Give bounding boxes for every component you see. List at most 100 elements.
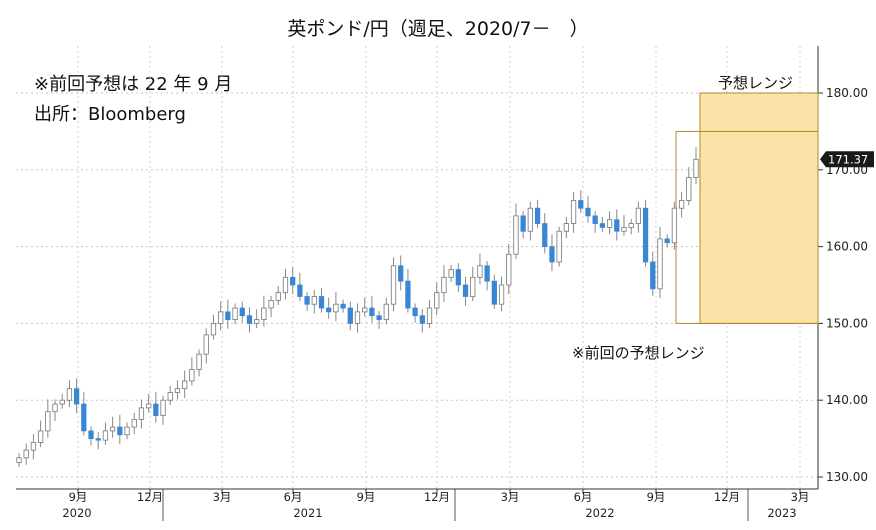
candle-down xyxy=(369,307,375,317)
x-month-label: 6月 xyxy=(574,490,593,504)
candle-up xyxy=(232,307,238,320)
candle-down xyxy=(542,223,548,247)
candle-up xyxy=(678,200,685,209)
candle-up xyxy=(196,353,202,370)
x-month-label: 3月 xyxy=(501,490,520,504)
candle-down xyxy=(347,307,353,324)
candle-up xyxy=(426,307,433,324)
candle-down xyxy=(117,426,123,436)
candle-up xyxy=(254,319,260,324)
candle-up xyxy=(66,388,73,401)
candle-up xyxy=(570,200,577,224)
candle-down xyxy=(614,219,620,232)
candle-down xyxy=(153,403,159,416)
candle-up xyxy=(606,219,613,228)
candle-up xyxy=(268,299,274,309)
candle-down xyxy=(642,207,649,263)
forecast-range-label: 予想レンジ xyxy=(718,74,794,92)
candle-up xyxy=(131,418,137,428)
candle-down xyxy=(340,303,346,309)
candle-up xyxy=(434,292,440,309)
forecast-range-box xyxy=(699,92,819,324)
candle-down xyxy=(405,280,411,309)
candle-up xyxy=(102,430,109,441)
candle-down xyxy=(398,265,404,282)
candle-up xyxy=(354,311,361,324)
candle-up xyxy=(275,292,281,301)
x-year-label: 2023 xyxy=(767,506,796,520)
x-month-label: 12月 xyxy=(714,490,740,504)
y-tick-label: 130.00 xyxy=(826,470,868,484)
candle-down xyxy=(520,215,526,232)
candle-down xyxy=(599,223,606,228)
y-tick-label: 160.00 xyxy=(826,240,868,254)
candle-up xyxy=(174,388,181,393)
candle-up xyxy=(189,369,195,382)
candle-up xyxy=(362,307,368,313)
candle-down xyxy=(304,296,310,305)
candle-down xyxy=(81,403,87,432)
candle-up xyxy=(210,322,217,336)
x-month-label: 9月 xyxy=(647,490,666,504)
candle-up xyxy=(37,430,44,443)
candle-up xyxy=(556,230,562,263)
candle-down xyxy=(225,311,231,320)
candle-up xyxy=(693,158,699,178)
candle-up xyxy=(160,399,166,416)
candle-down xyxy=(318,296,325,309)
candle-down xyxy=(376,315,382,320)
candle-up xyxy=(282,276,289,294)
candle-up xyxy=(513,215,519,255)
candle-up xyxy=(167,392,173,401)
x-month-label: 3月 xyxy=(791,490,810,504)
candle-down xyxy=(95,438,101,441)
y-tick-label: 180.00 xyxy=(826,86,868,100)
candle-up xyxy=(628,223,634,228)
candle-up xyxy=(109,426,116,432)
candle-down xyxy=(412,307,418,317)
candle-up xyxy=(383,303,389,320)
candle-up xyxy=(182,380,188,390)
candle-down xyxy=(534,207,541,224)
candle-down xyxy=(239,307,245,317)
candle-up xyxy=(527,207,533,232)
candle-up xyxy=(311,296,317,305)
y-tick-label: 150.00 xyxy=(826,316,868,330)
x-year-label: 2021 xyxy=(293,506,322,520)
candle-up xyxy=(506,253,512,286)
last-value-flag xyxy=(820,151,874,168)
x-month-label: 12月 xyxy=(424,490,450,504)
x-month-label: 12月 xyxy=(137,490,163,504)
candle-up xyxy=(333,303,339,313)
candle-up xyxy=(671,207,678,244)
candle-up xyxy=(146,403,152,409)
candle-up xyxy=(470,276,476,297)
last-value-label: 171.37 xyxy=(828,152,868,166)
x-month-label: 3月 xyxy=(213,490,232,504)
candle-down xyxy=(297,284,303,297)
candle-up xyxy=(563,223,569,232)
x-year-label: 2022 xyxy=(585,506,614,520)
candle-up xyxy=(390,265,397,305)
candle-up xyxy=(448,269,454,278)
candle-down xyxy=(650,261,656,290)
candle-up xyxy=(203,334,209,355)
candle-down xyxy=(73,388,80,405)
x-month-label: 9月 xyxy=(357,490,376,504)
candle-down xyxy=(246,315,253,324)
candle-down xyxy=(88,430,94,440)
previous-forecast-note: ※前回予想は 22 年 9 月 xyxy=(34,74,233,95)
candle-up xyxy=(16,457,22,463)
candle-down xyxy=(326,307,332,313)
candle-up xyxy=(686,177,692,201)
candle-up xyxy=(498,284,505,305)
x-month-label: 6月 xyxy=(284,490,303,504)
candle-up xyxy=(59,399,65,405)
candle-down xyxy=(484,265,490,282)
candle-down xyxy=(585,207,591,217)
candle-down xyxy=(290,276,296,286)
candle-up xyxy=(52,403,58,413)
y-tick-label: 140.00 xyxy=(826,393,868,407)
candle-up xyxy=(261,307,267,320)
